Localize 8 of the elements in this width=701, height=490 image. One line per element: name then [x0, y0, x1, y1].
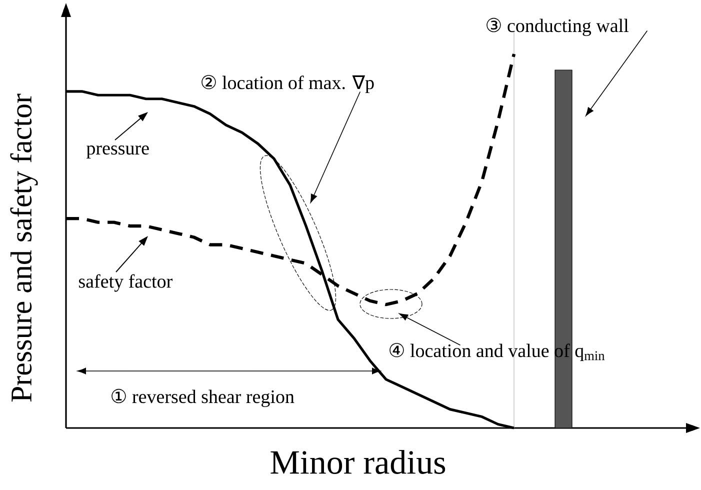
x-axis-title: Minor radius [270, 450, 446, 474]
legend-label: safety factor [78, 274, 172, 292]
y-axis-title: Pressure and safety factor [10, 94, 38, 402]
text: ③ conducting wall [486, 18, 629, 36]
annotation: ② location of max. ∇p [202, 74, 374, 94]
annotation: ④ location and value of q$_{min}$ [390, 342, 605, 362]
annotation: ① reversed shear region [112, 388, 294, 408]
legend-label: pressure [86, 145, 149, 158]
